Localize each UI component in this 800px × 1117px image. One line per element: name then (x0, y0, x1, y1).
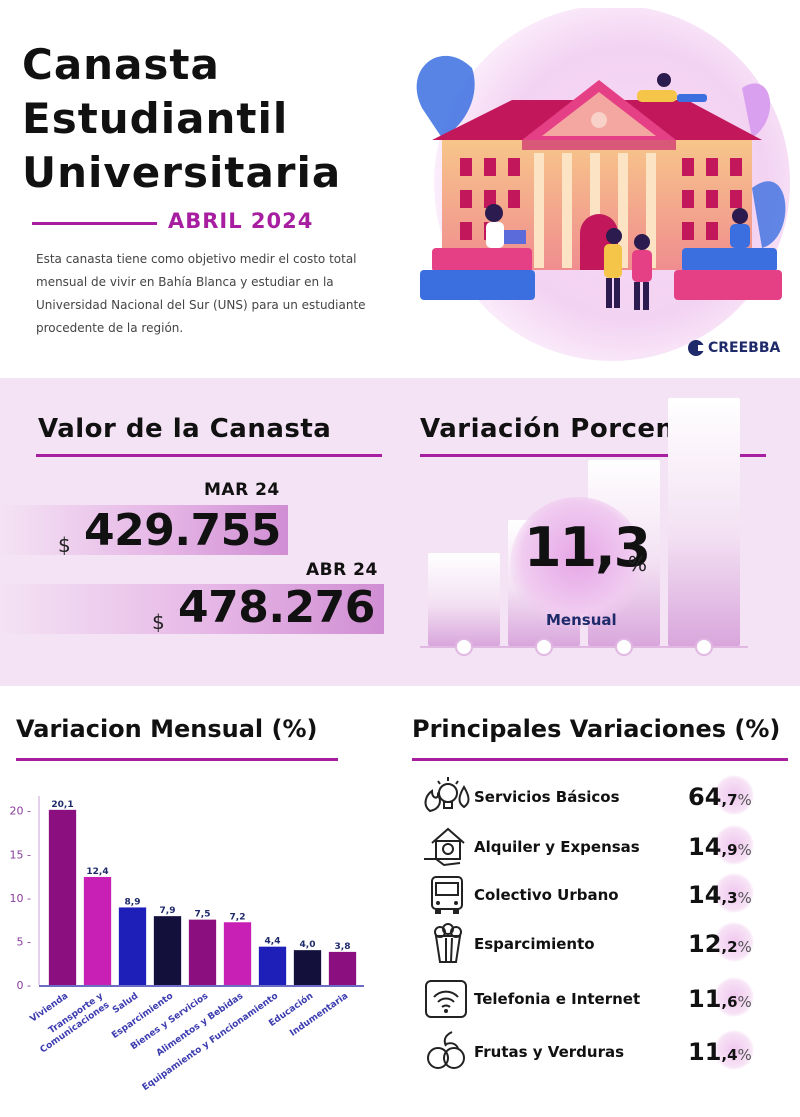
percentage-value: 11,3 (524, 516, 651, 579)
baseline-dot (535, 638, 553, 656)
item-label: Servicios Básicos (474, 788, 620, 806)
data-label: 4,4 (265, 937, 281, 947)
bar (118, 907, 147, 985)
data-label: 4,0 (300, 940, 316, 950)
item-value: 11,4% (688, 1030, 788, 1070)
item-label: Alquiler y Expensas (474, 838, 640, 856)
principales-title: Principales Variaciones (%) (412, 715, 781, 743)
chart-divider (16, 758, 338, 761)
popcorn-icon (434, 923, 462, 963)
y-tick-label: 0 - (17, 979, 31, 992)
description-text: Esta canasta tiene como objetivo medir e… (36, 252, 366, 335)
percentage-label: Mensual (546, 611, 617, 629)
amount-value: 429.755 (84, 505, 281, 556)
y-tick-label: 15 - (10, 848, 31, 861)
header-divider (32, 222, 157, 225)
decorative-bar (668, 398, 740, 646)
item-value: 14,3% (688, 873, 788, 913)
bar (258, 946, 287, 985)
baseline-dot (455, 638, 473, 656)
currency-symbol: $ (152, 610, 165, 634)
university-illustration (416, 8, 790, 361)
bar (293, 950, 322, 985)
principales-divider (412, 758, 788, 761)
title-line: Universitaria (22, 148, 342, 197)
amount-value: 478.276 (178, 582, 375, 633)
variacion-divider (420, 454, 766, 457)
brand-mark-icon (688, 340, 706, 356)
page-title: Canasta Estudiantil Universitaria (22, 38, 341, 200)
item-value: 12,2% (688, 922, 788, 962)
month-label: MAR 24 (204, 480, 280, 500)
bar-baseline (420, 646, 748, 648)
data-label: 20,1 (51, 800, 73, 810)
bar (153, 916, 182, 985)
brand-logo: CREEBBA (688, 340, 780, 356)
item-value: 14,9% (688, 825, 788, 865)
bar (48, 809, 77, 985)
item-label: Esparcimiento (474, 935, 595, 953)
bar (188, 919, 217, 985)
percentage-symbol: % (628, 552, 648, 576)
data-label: 7,2 (230, 912, 246, 922)
report-date: ABRIL 2024 (168, 209, 314, 233)
category-label: Salud (111, 991, 140, 1016)
list-item: Colectivo Urbano 14,3% (418, 873, 790, 917)
decorative-bar (428, 553, 500, 646)
currency-symbol: $ (58, 533, 71, 557)
category-label: Transporte yComunicaciones (32, 991, 111, 1055)
bar (328, 951, 357, 985)
value-bar (0, 505, 288, 555)
bar (83, 876, 112, 985)
list-item: Servicios Básicos 64,7% (418, 775, 790, 819)
data-label: 7,5 (195, 910, 211, 920)
item-label: Frutas y Verduras (474, 1043, 625, 1061)
y-tick-label: 10 - (10, 892, 31, 905)
valor-divider (36, 454, 382, 457)
data-label: 7,9 (160, 906, 176, 916)
list-item: Alquiler y Expensas 14,9% (418, 825, 790, 869)
item-value: 11,6% (688, 977, 788, 1017)
house-rent-icon (424, 827, 465, 867)
list-item: Telefonia e Internet 11,6% (418, 977, 790, 1021)
list-item: Esparcimiento 12,2% (418, 922, 790, 966)
y-tick-label: 5 - (17, 935, 31, 948)
category-label-line: Salud (111, 991, 140, 1016)
item-label: Telefonia e Internet (474, 990, 641, 1008)
monthly-variation-chart: 0 -5 -10 -15 -20 -20,1Vivienda12,4Transp… (10, 796, 364, 1093)
utilities-icon (424, 777, 470, 813)
month-label: ABR 24 (306, 560, 378, 580)
title-line: Estudiantil (22, 94, 289, 143)
data-label: 8,9 (125, 897, 141, 907)
data-label: 3,8 (335, 942, 351, 952)
fruits-icon (427, 1031, 465, 1069)
baseline-dot (695, 638, 713, 656)
item-value: 64,7% (688, 775, 788, 815)
valor-title: Valor de la Canasta (38, 414, 332, 444)
baseline-dot (615, 638, 633, 656)
phone-wifi-icon (425, 980, 467, 1018)
percentage-bubble (510, 497, 645, 632)
bar (223, 922, 252, 985)
brand-name: CREEBBA (708, 340, 781, 356)
y-tick-label: 20 - (10, 805, 31, 818)
item-label: Colectivo Urbano (474, 886, 619, 904)
value-bar (0, 584, 384, 634)
data-label: 12,4 (86, 867, 108, 877)
chart-title: Variacion Mensual (%) (16, 715, 318, 743)
bus-icon (431, 876, 463, 914)
list-item: Frutas y Verduras 11,4% (418, 1030, 790, 1074)
title-line: Canasta (22, 40, 220, 89)
